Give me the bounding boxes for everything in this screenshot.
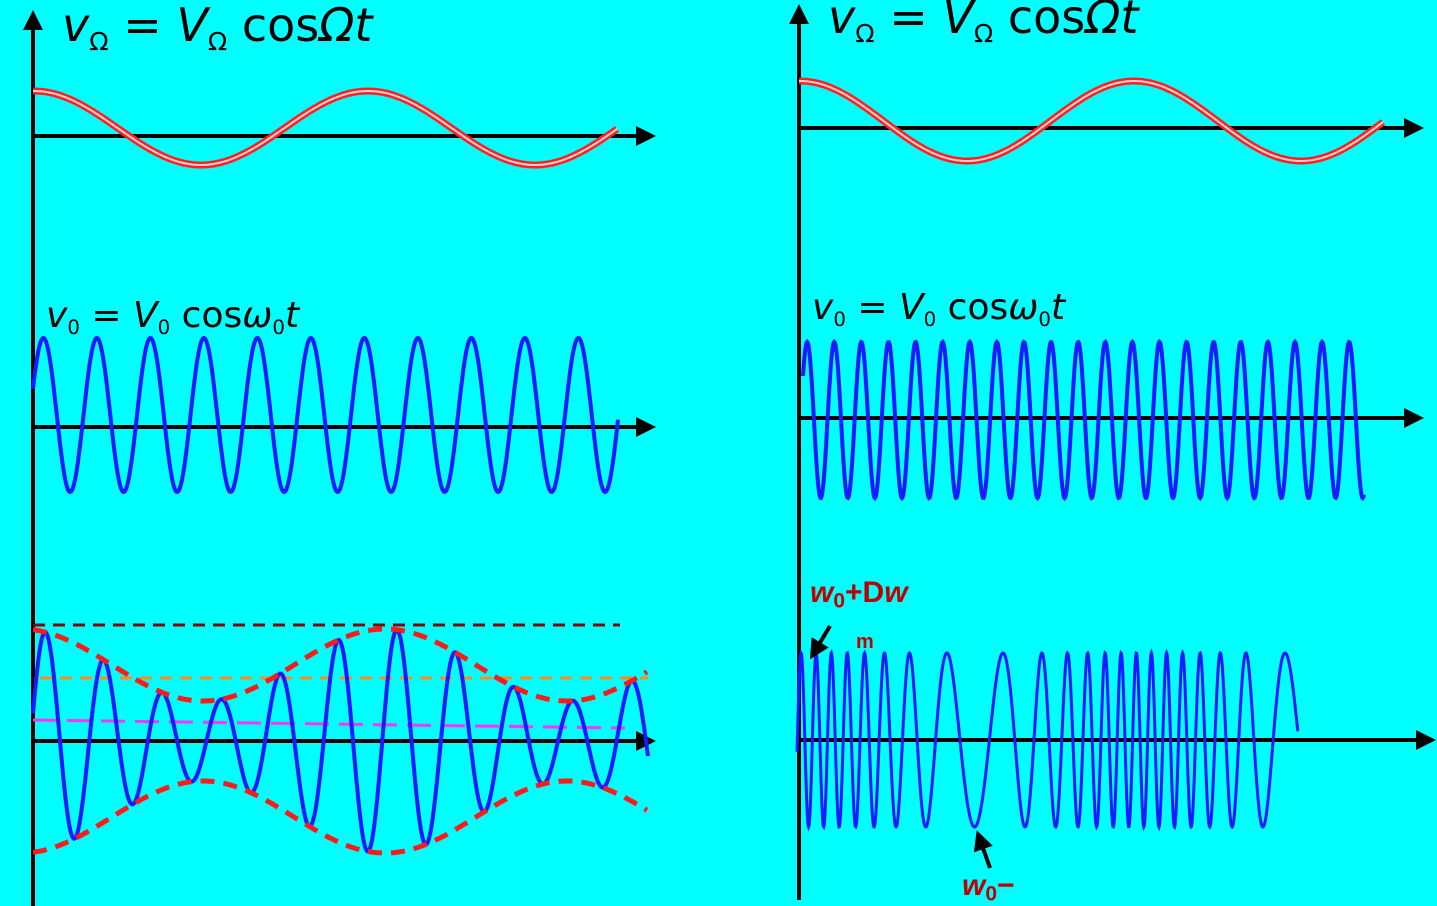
left-modulating-wave-inner (33, 90, 618, 166)
right-carrier-equation: v0 = V0 cosω0t (812, 287, 1066, 331)
fm-wave (795, 648, 1300, 832)
fm-min-frequency-label: w0− (962, 869, 1015, 906)
am-lower-envelope (32, 778, 649, 856)
right-modulating-equation: vΩ = VΩ cosΩt (828, 0, 1139, 48)
right-carrier-wave (801, 338, 1366, 502)
am-min-reference-line (32, 718, 626, 730)
left-carrier-wave (31, 335, 620, 495)
fm-max-frequency-label: w0+Dw (810, 576, 908, 613)
fm-min-pointer-arrow (973, 830, 993, 869)
right-modulating-wave-inner (799, 80, 1384, 162)
left-modulating-equation: vΩ = VΩ cosΩt (62, 0, 373, 56)
am-upper-envelope (32, 626, 649, 704)
fm-max-pointer-arrow (809, 624, 832, 660)
waves-group (31, 77, 1386, 869)
left-carrier-equation: v0 = V0 cosω0t (46, 295, 300, 339)
fm-max-subscript-m: m (856, 631, 874, 653)
